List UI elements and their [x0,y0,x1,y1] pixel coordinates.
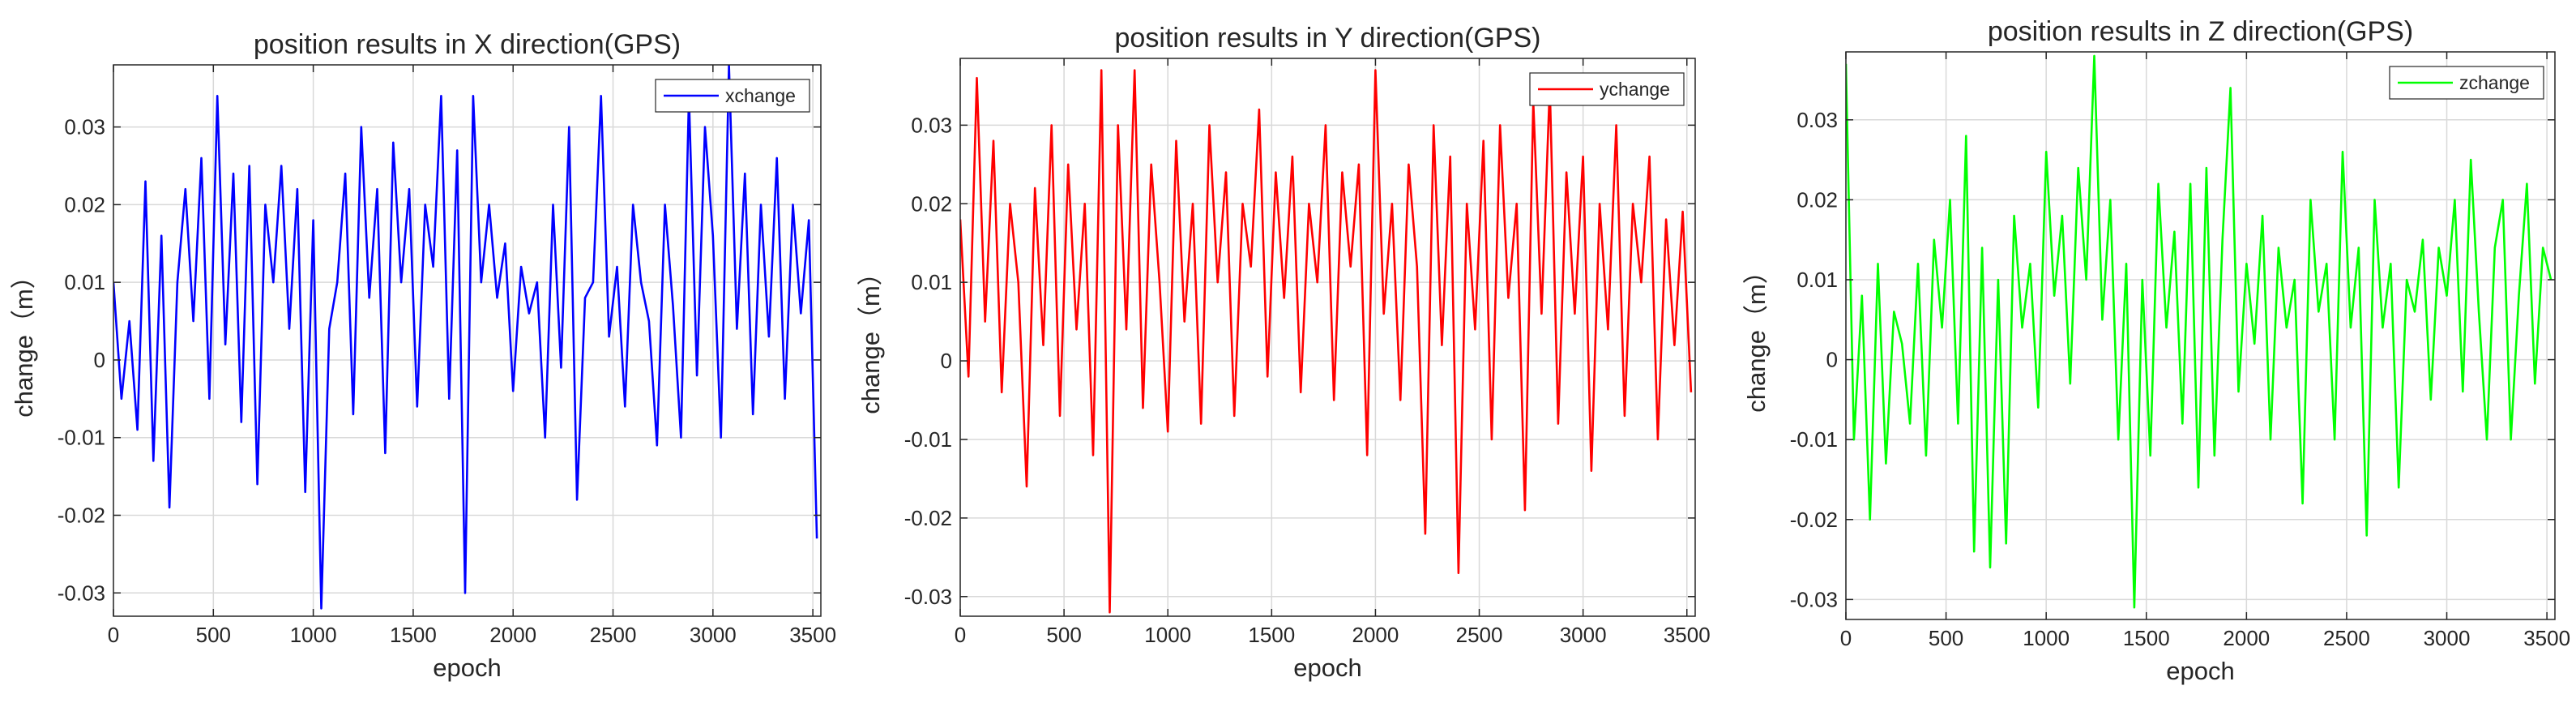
legend-label: ychange [1600,79,1670,100]
x-tick-label: 1000 [1144,623,1191,647]
y-tick-label: 0 [1826,348,1838,372]
chart-z: 0 500 1000 1500 2000 2500 3000 3500 -0.03 -0.02 -0… [1742,16,2570,685]
y-tick-label: 0.02 [1796,187,1838,212]
y-axis-label: change（m） [1742,259,1771,413]
legend: ychange [1529,72,1685,106]
y-tick-label: -0.02 [1790,508,1838,532]
x-tick-label: 500 [196,623,231,647]
x-tick-label: 1000 [2023,626,2070,650]
x-tick-label: 3500 [1664,623,1711,647]
legend: zchange [2389,66,2544,100]
axes-box [1845,51,2556,620]
y-tick-label: 0 [94,348,105,372]
y-tick-label: -0.02 [904,506,952,530]
x-tick-label: 3000 [1560,623,1607,647]
legend: xchange [655,79,810,113]
x-tick-label: 1500 [390,623,437,647]
y-axis-label: change（m） [857,260,885,414]
chart-title: position results in Y direction(GPS) [1115,23,1541,54]
y-tick-label: 0.03 [911,113,952,137]
x-tick-label: 2500 [1456,623,1503,647]
x-tick-label: 2500 [590,623,637,647]
y-axis-label: change（m） [10,264,38,418]
x-tick-label: 2000 [2223,626,2270,650]
y-tick-label: 0.01 [64,270,105,294]
chart-title: position results in Z direction(GPS) [1988,16,2413,47]
legend-label: xchange [725,85,796,106]
y-tick-label: -0.03 [904,585,952,609]
legend-label: zchange [2459,72,2530,93]
x-tick-label: 1500 [1248,623,1295,647]
x-tick-label: 1000 [290,623,337,647]
axes-box [959,58,1696,617]
x-tick-label: 2500 [2323,626,2370,650]
y-tick-label: -0.01 [1790,427,1838,452]
x-tick-label: 2000 [489,623,536,647]
series-line-xchange [113,65,818,610]
series-line-ychange [960,69,1693,614]
x-tick-label: 0 [108,623,119,647]
x-axis-label: epoch [1293,654,1361,682]
y-tick-label: -0.03 [1790,587,1838,611]
chart-title: position results in X direction(GPS) [254,29,681,60]
y-tick-label: 0.03 [1796,108,1838,132]
y-tick-label: -0.03 [58,581,105,605]
x-tick-label: 3500 [789,623,836,647]
y-tick-label: -0.01 [904,427,952,452]
plot-area [1846,52,2555,619]
x-axis-label: epoch [2166,657,2234,685]
x-tick-label: 0 [955,623,966,647]
y-tick-label: 0.01 [1796,268,1838,292]
y-tick-label: -0.01 [58,426,105,450]
x-tick-label: 0 [1840,626,1852,650]
y-tick-label: 0 [941,349,952,373]
x-tick-label: 1500 [2123,626,2170,650]
x-tick-label: 2000 [1352,623,1399,647]
y-tick-label: 0.02 [64,192,105,216]
y-tick-label: 0.01 [911,270,952,294]
x-tick-label: 3500 [2523,626,2570,650]
x-axis-label: epoch [433,654,501,682]
y-tick-label: -0.02 [58,503,105,527]
x-tick-label: 3000 [690,623,737,647]
x-tick-label: 500 [1929,626,1963,650]
plot-area [960,58,1695,616]
chart-x: 0 500 1000 1500 2000 2500 3000 3500 -0.03 -0.02 -0… [10,29,836,682]
series-line-zchange [1846,54,2553,609]
axes-box [113,64,822,617]
x-tick-label: 3000 [2424,626,2471,650]
y-tick-label: 0.03 [64,115,105,139]
chart-y: 0 500 1000 1500 2000 2500 3000 3500 -0.03 -0.02 -0… [857,23,1711,682]
y-tick-label: 0.02 [911,191,952,216]
x-tick-label: 500 [1046,623,1081,647]
